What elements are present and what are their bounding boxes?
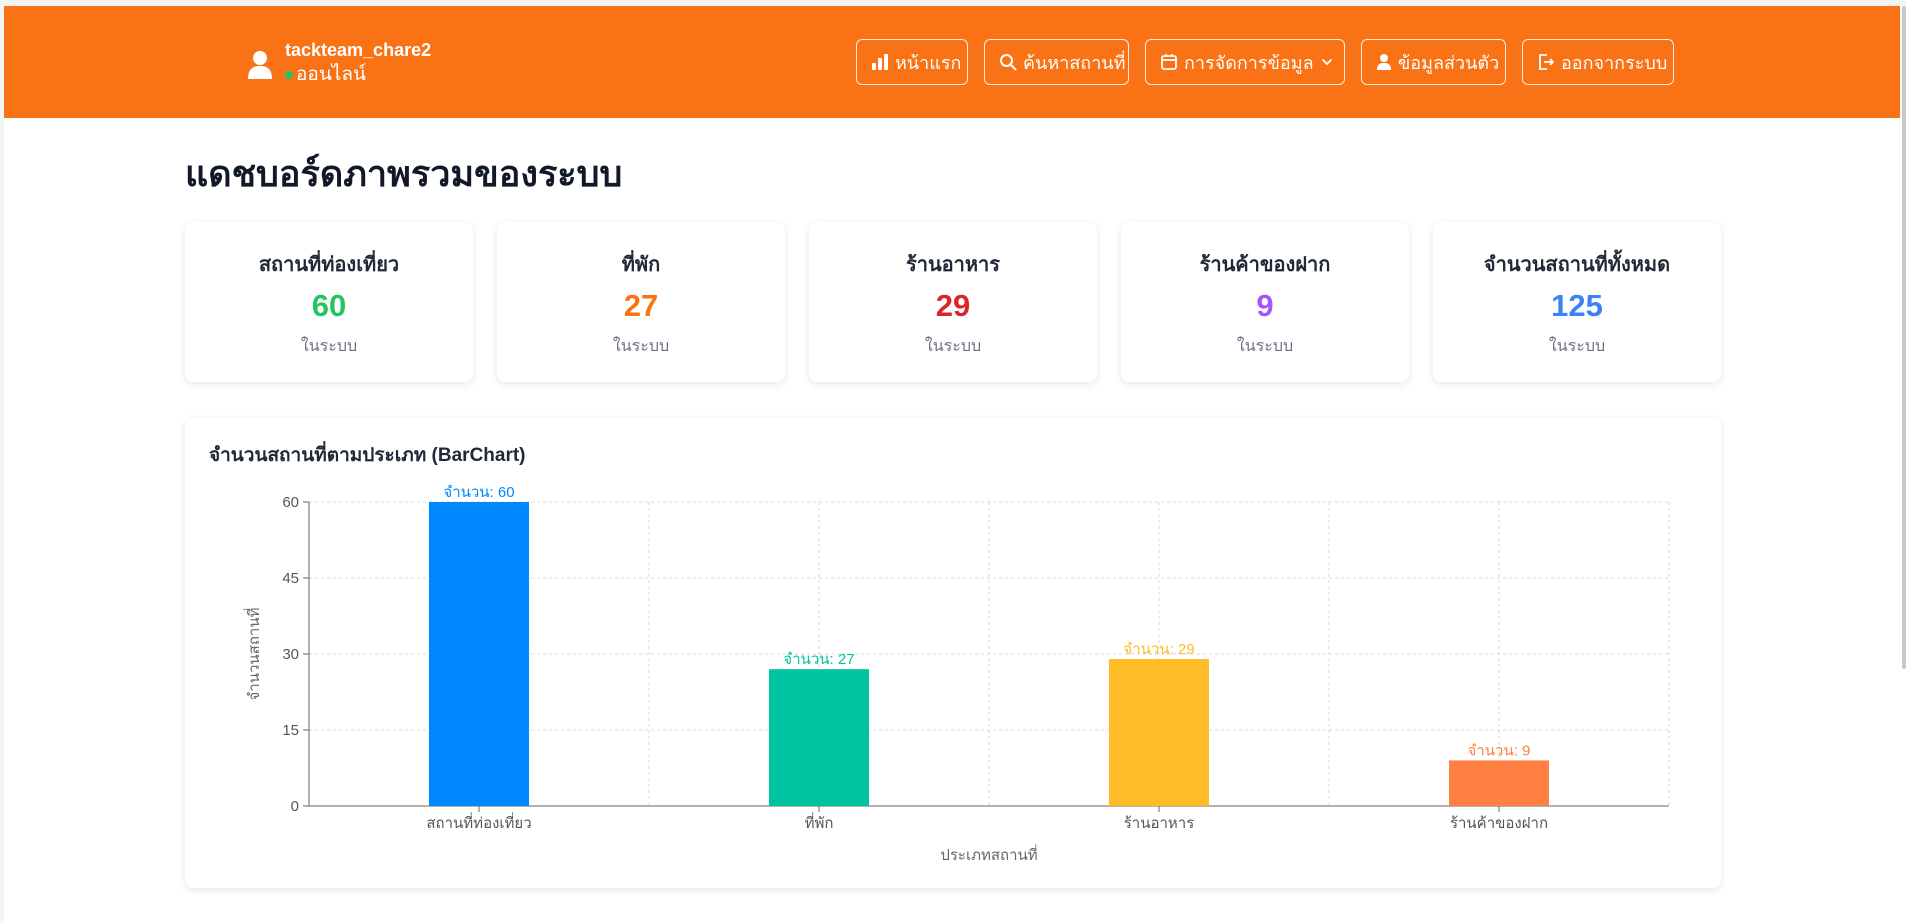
stat-subtitle: ในระบบ xyxy=(1236,338,1294,355)
y-tick-label: 0 xyxy=(291,798,299,815)
y-axis-title: จำนวนสถานที่ xyxy=(243,608,263,701)
x-tick-label: สถานที่ท่องเที่ยว xyxy=(426,812,531,832)
bar-chart: 0 15 30 45 60 จำนวน: 60 สถานที่ท่องเที่ยว จำนวน… xyxy=(243,484,1670,864)
stat-card-total: จำนวนสถานที่ทั้งหมด 125 ในระบบ xyxy=(1433,222,1721,382)
stat-subtitle: ในระบบ xyxy=(1548,338,1606,355)
user-avatar-icon xyxy=(248,51,272,79)
status-label: ออนไลน์ xyxy=(296,64,366,85)
bar-chart-icon xyxy=(872,54,888,70)
top-navbar: tackteam_chare2 ออนไลน์ หน้าแรก ค้นหาสถา… xyxy=(4,6,1900,118)
username: tackteam_chare2 xyxy=(285,40,432,60)
x-tick-label: ร้านอาหาร xyxy=(1124,815,1195,832)
page-scrollbar[interactable] xyxy=(1902,6,1906,669)
stat-value: 29 xyxy=(935,288,971,323)
stat-card-attractions: สถานที่ท่องเที่ยว 60 ในระบบ xyxy=(185,222,473,382)
y-tick-label: 30 xyxy=(282,646,299,663)
search-icon xyxy=(1000,54,1017,71)
stat-title: สถานที่ท่องเที่ยว xyxy=(258,254,400,276)
stat-card-accommodation: ที่พัก 27 ในระบบ xyxy=(497,222,785,382)
bar-data-label: จำนวน: 9 xyxy=(1468,742,1531,759)
x-axis-title: ประเภทสถานที่ xyxy=(940,844,1037,864)
bar-data-label: จำนวน: 27 xyxy=(783,651,854,668)
logout-icon xyxy=(1539,54,1555,70)
nav-home-button[interactable]: หน้าแรก xyxy=(856,39,968,85)
bar-data-label: จำนวน: 29 xyxy=(1123,641,1194,658)
chevron-down-icon xyxy=(1321,59,1332,66)
nav-home-label: หน้าแรก xyxy=(895,52,962,73)
nav-logout-label: ออกจากระบบ xyxy=(1561,52,1668,73)
stat-title: ที่พัก xyxy=(621,254,661,276)
stat-card-restaurants: ร้านอาหาร 29 ในระบบ xyxy=(809,222,1097,382)
stat-value: 125 xyxy=(1551,288,1603,323)
stat-value: 27 xyxy=(623,288,659,323)
user-icon xyxy=(1377,54,1391,70)
stat-card-souvenir-shops: ร้านค้าของฝาก 9 ในระบบ xyxy=(1121,222,1409,382)
bar xyxy=(1109,659,1209,806)
bar-data-label: จำนวน: 60 xyxy=(443,484,514,501)
user-info: tackteam_chare2 ออนไลน์ xyxy=(247,38,431,88)
stat-title: จำนวนสถานที่ทั้งหมด xyxy=(1483,254,1671,276)
nav-search-label: ค้นหาสถานที่ xyxy=(1023,52,1126,73)
y-tick-label: 60 xyxy=(282,494,299,511)
stat-value: 60 xyxy=(311,288,347,323)
online-status: ออนไลน์ xyxy=(285,62,431,88)
nav-profile-button[interactable]: ข้อมูลส่วนตัว xyxy=(1361,39,1506,85)
nav-data-management-dropdown[interactable]: การจัดการข้อมูล xyxy=(1145,39,1345,85)
stat-subtitle: ในระบบ xyxy=(924,338,982,355)
nav-profile-label: ข้อมูลส่วนตัว xyxy=(1398,52,1500,73)
bar xyxy=(429,502,529,806)
bar-chart-card: จำนวนสถานที่ตามประเภท (BarChart) 0 15 30 45… xyxy=(185,418,1721,888)
chart-title: จำนวนสถานที่ตามประเภท (BarChart) xyxy=(209,445,526,466)
nav-data-management-label: การจัดการข้อมูล xyxy=(1184,52,1314,73)
stat-title: ร้านอาหาร xyxy=(905,254,1001,276)
main-nav: หน้าแรก ค้นหาสถานที่ การจัดการข้อมูล xyxy=(856,39,1674,85)
stat-title: ร้านค้าของฝาก xyxy=(1199,254,1331,276)
page-title: แดชบอร์ดภาพรวมของระบบ xyxy=(185,153,623,194)
stat-subtitle: ในระบบ xyxy=(300,338,358,355)
status-dot-icon xyxy=(285,71,293,79)
bar xyxy=(1449,760,1549,806)
stat-value: 9 xyxy=(1256,288,1274,323)
window-left-edge xyxy=(0,0,4,923)
y-tick-label: 15 xyxy=(282,722,299,739)
x-tick-label: ร้านค้าของฝาก xyxy=(1450,815,1548,832)
y-tick-label: 45 xyxy=(282,570,299,587)
bar xyxy=(769,669,869,806)
nav-logout-button[interactable]: ออกจากระบบ xyxy=(1522,39,1674,85)
calendar-icon xyxy=(1161,54,1177,70)
nav-search-button[interactable]: ค้นหาสถานที่ xyxy=(984,39,1129,85)
x-tick-label: ที่พัก xyxy=(805,812,834,832)
stat-subtitle: ในระบบ xyxy=(612,338,670,355)
window-top-edge xyxy=(0,0,1906,6)
